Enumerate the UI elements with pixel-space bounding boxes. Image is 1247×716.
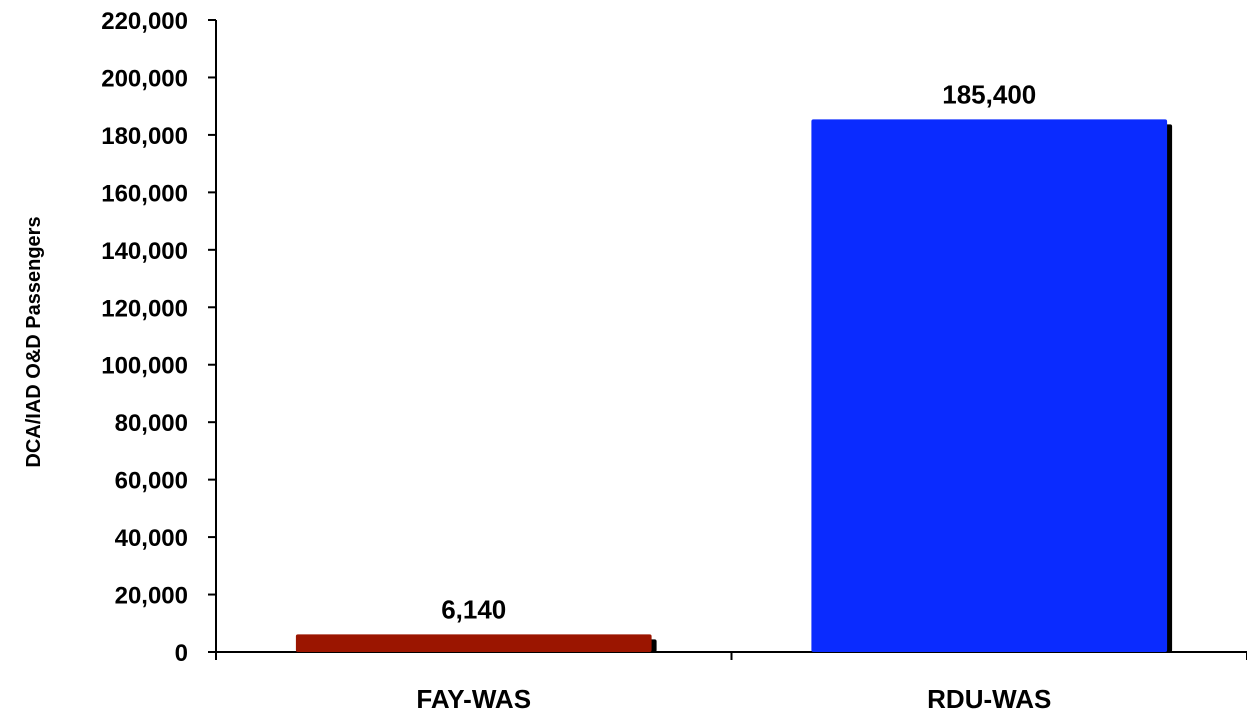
data-label: 185,400 bbox=[942, 79, 1036, 109]
bar-rdu-was bbox=[811, 119, 1168, 652]
y-axis-title: DCA/IAD O&D Passengers bbox=[23, 216, 45, 467]
y-tick-label: 60,000 bbox=[115, 468, 188, 495]
y-tick-label: 200,000 bbox=[101, 65, 188, 92]
data-label: 6,140 bbox=[441, 594, 506, 624]
y-tick-label: 40,000 bbox=[115, 525, 188, 552]
y-tick-label: 220,000 bbox=[101, 8, 188, 35]
y-tick-label: 160,000 bbox=[101, 180, 188, 207]
plot-area: 0 20,000 40,000 60,000 80,000 100,000 120,000 1… bbox=[101, 8, 1247, 714]
y-tick-label: 80,000 bbox=[115, 410, 188, 437]
y-tick-label: 120,000 bbox=[101, 295, 188, 322]
y-tick-label: 20,000 bbox=[115, 583, 188, 610]
y-tick-label: 0 bbox=[175, 640, 188, 667]
bar-fay-was bbox=[295, 634, 652, 652]
y-tick-label: 180,000 bbox=[101, 123, 188, 150]
y-tick-label: 100,000 bbox=[101, 353, 188, 380]
x-tick-label: FAY-WAS bbox=[416, 684, 531, 714]
x-tick-label: RDU-WAS bbox=[927, 684, 1051, 714]
y-tick-label: 140,000 bbox=[101, 238, 188, 265]
